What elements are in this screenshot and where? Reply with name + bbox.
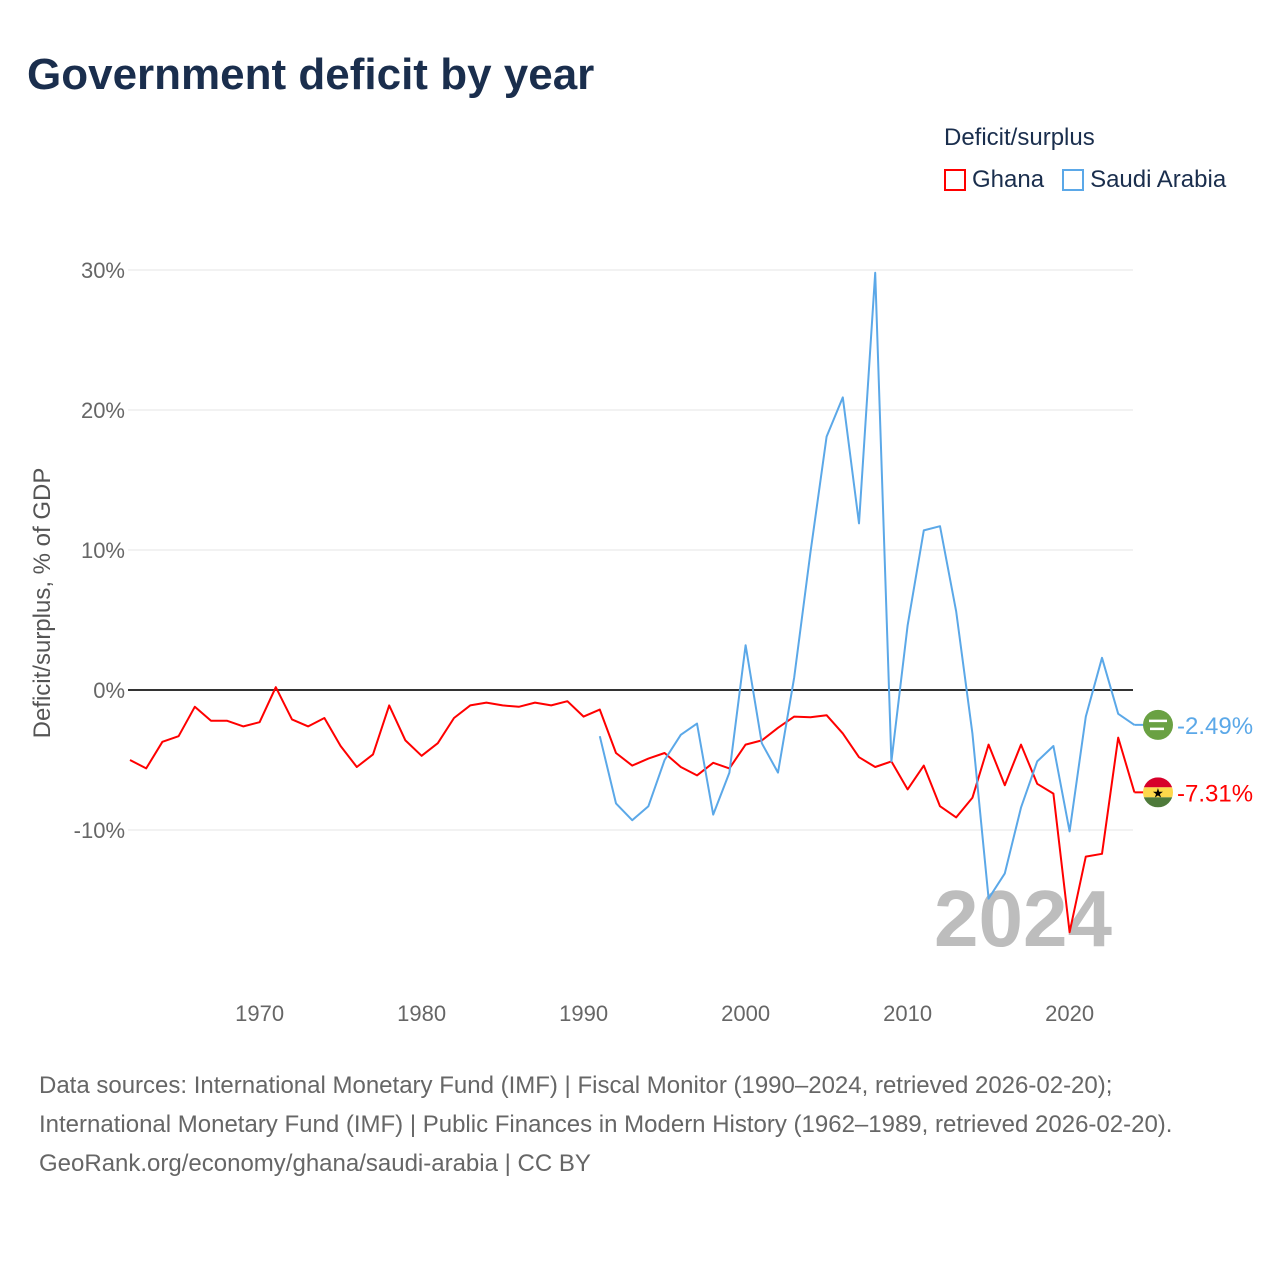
y-tick-label: -10%: [74, 818, 125, 843]
data-sources: Data sources: International Monetary Fun…: [39, 1072, 1173, 1138]
flag-stripe-green: [1143, 797, 1173, 808]
y-tick-label: 30%: [81, 258, 125, 283]
flag-icon-saudi-arabia: [1143, 709, 1173, 740]
flag-stripe-yellow: [1143, 787, 1173, 798]
x-axis-ticks: 1970 1980 1990 2000 2010 2020: [235, 1001, 1094, 1026]
series-line-ghana: [129, 686, 1136, 934]
y-tick-label: 0%: [93, 678, 125, 703]
x-tick-label: 2020: [1045, 1001, 1094, 1026]
y-tick-label: 20%: [81, 398, 125, 423]
credit-link[interactable]: GeoRank.org/economy/ghana/saudi-arabia |…: [39, 1150, 591, 1177]
legend-label-ghana: Ghana: [972, 166, 1045, 193]
y-axis-title: Deficit/surplus, % of GDP: [29, 468, 56, 739]
line-chart: 30% 20% 10% 0% -10% 1970 1980 1990 2000 2010 2020…: [29, 258, 1253, 1026]
gridlines: [128, 269, 1133, 831]
chart-title: Government deficit by year: [27, 50, 595, 99]
footer: Data sources: International Monetary Fun…: [39, 1066, 1239, 1183]
flag-stripe-red: [1143, 777, 1173, 788]
x-tick-label: 1970: [235, 1001, 284, 1026]
legend-item-ghana[interactable]: Ghana: [944, 166, 1044, 194]
end-label-saudi-arabia: -2.49%: [1177, 713, 1253, 740]
end-label-ghana: -7.31%: [1177, 780, 1253, 807]
year-watermark: 2024: [934, 874, 1112, 963]
legend-item-saudi-arabia[interactable]: Saudi Arabia: [1062, 166, 1226, 194]
y-tick-label: 10%: [81, 538, 125, 563]
x-tick-label: 1980: [397, 1001, 446, 1026]
flag-icon-ghana: ★: [1143, 777, 1173, 808]
x-tick-label: 2000: [721, 1001, 770, 1026]
legend-label-saudi-arabia: Saudi Arabia: [1090, 166, 1227, 193]
ghana-flag-stripes: ★: [1143, 777, 1173, 808]
end-labels: ★ -7.31% -2.49%: [1134, 709, 1253, 808]
legend-swatch-saudi-arabia: [1062, 169, 1085, 191]
legend-title: Deficit/surplus: [944, 124, 1095, 151]
saudi-flag-emblem: [1149, 719, 1167, 731]
series-lines: [129, 271, 1136, 934]
x-tick-label: 1990: [559, 1001, 608, 1026]
series-line-saudi-arabia: [598, 271, 1135, 900]
legend: Ghana Saudi Arabia: [944, 166, 1226, 194]
legend-swatch-ghana: [944, 169, 966, 191]
y-axis-ticks: 30% 20% 10% 0% -10%: [74, 258, 125, 843]
saudi-flag-circle: [1143, 709, 1173, 740]
flag-star-icon: ★: [1152, 785, 1164, 800]
x-tick-label: 2010: [883, 1001, 932, 1026]
